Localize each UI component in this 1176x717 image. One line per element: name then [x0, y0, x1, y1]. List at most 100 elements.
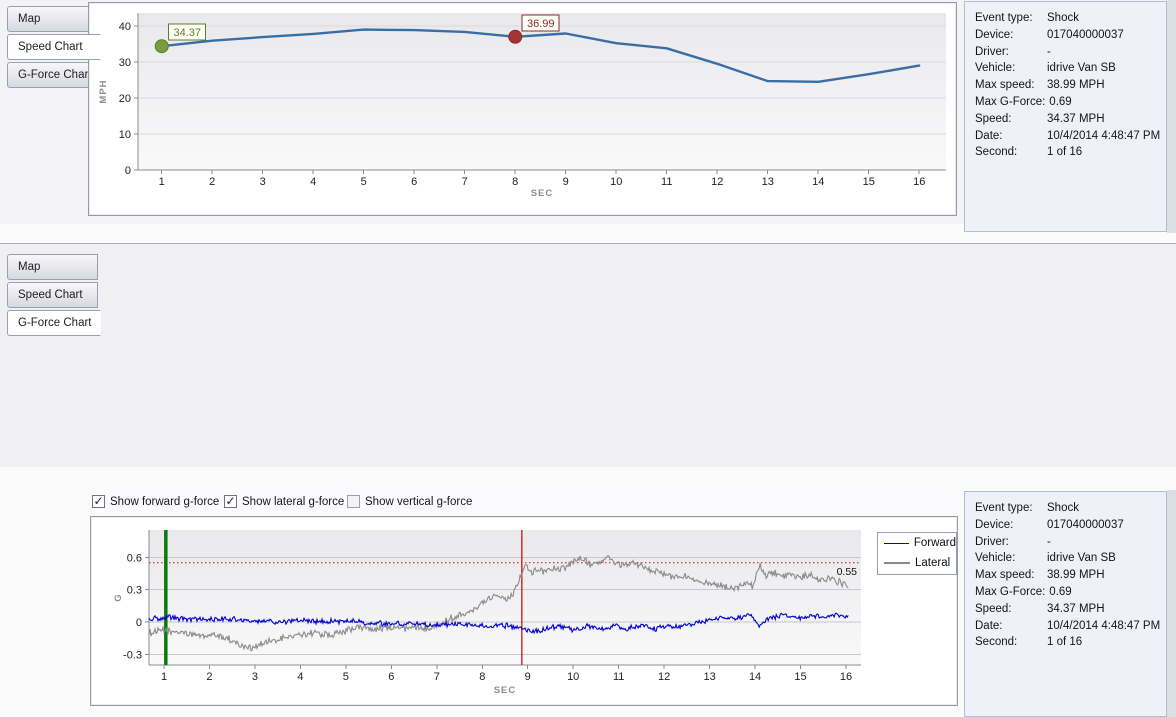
detail-value: 10/4/2014 4:48:47 PM	[1047, 129, 1161, 142]
x-tick-label: 11	[661, 176, 672, 188]
x-tick-label: 12	[711, 176, 723, 188]
detail-value: Shock	[1047, 502, 1079, 514]
detail-row-driver: Driver: -	[975, 44, 1166, 61]
checkbox-show-vertical-g-force[interactable]: Show vertical g-force	[347, 495, 472, 508]
detail-value: -	[1047, 535, 1051, 548]
detail-value: idrive Van SB	[1047, 552, 1116, 565]
x-axis-title: SEC	[531, 188, 554, 199]
panel-edge	[1167, 490, 1176, 717]
y-tick-label: 0	[125, 165, 131, 177]
detail-value: -	[1047, 45, 1051, 58]
detail-value: 10/4/2014 4:48:47 PM	[1047, 619, 1161, 632]
detail-row-event-type: Event type: Shock	[975, 500, 1166, 517]
detail-label: Vehicle:	[975, 62, 1016, 75]
checkbox-show-forward-g-force[interactable]: ✓ Show forward g-force	[92, 495, 219, 508]
speed-line	[160, 28, 921, 84]
checkbox-show-lateral-g-force[interactable]: ✓ Show lateral g-force	[224, 495, 344, 508]
checkbox-label: Show vertical g-force	[365, 495, 473, 508]
gforce-panel: Map Speed Chart G-Force Chart ✓ Show forwar…	[0, 243, 1176, 717]
x-tick-label: 6	[388, 671, 394, 683]
tab-speed-chart[interactable]: Speed Chart	[7, 282, 98, 308]
detail-label: Date:	[975, 619, 1003, 632]
marker-dot-34.37[interactable]	[154, 39, 169, 54]
legend-line-swatch	[884, 542, 909, 544]
y-axis-title: MPH	[98, 79, 109, 103]
y-tick-label: -0.3	[123, 649, 142, 661]
x-tick-label: 5	[361, 176, 367, 188]
x-tick-label: 6	[411, 176, 417, 188]
event-details-panel: Event type: Shock Device: 017040000037 Drive…	[964, 1, 1167, 232]
x-tick-label: 12	[658, 671, 670, 683]
x-tick-label: 2	[209, 176, 215, 188]
legend-label: Forward	[913, 537, 956, 549]
detail-label: Max G-Force:	[975, 95, 1046, 108]
detail-value: idrive Van SB	[1047, 62, 1116, 75]
detail-row-speed: Speed: 34.37 MPH	[975, 111, 1166, 128]
y-axis-title: G	[113, 593, 124, 601]
y-tick-label: 0.6	[127, 552, 142, 564]
detail-label: Second:	[975, 146, 1018, 159]
y-tick-label: 0.3	[127, 585, 142, 597]
detail-row-speed: Speed: 34.37 MPH	[975, 601, 1166, 618]
checked-checkbox-icon[interactable]: ✓	[92, 494, 105, 508]
checked-checkbox-icon[interactable]: ✓	[224, 494, 237, 508]
legend-item-lateral: Lateral	[878, 553, 956, 573]
detail-value: 34.37 MPH	[1047, 112, 1105, 125]
threshold-label: 0.55	[837, 566, 858, 578]
detail-row-second: Second: 1 of 16	[975, 634, 1166, 651]
x-tick-label: 10	[610, 176, 622, 188]
marker-label-box	[168, 23, 207, 41]
marker-label: 34.37	[173, 27, 201, 39]
checkbox-label: Show lateral g-force	[242, 495, 345, 508]
detail-row-vehicle: Vehicle: idrive Van SB	[975, 60, 1166, 77]
x-tick-label: 16	[913, 176, 925, 188]
detail-value: 017040000037	[1047, 28, 1124, 41]
x-tick-label: 3	[260, 176, 266, 188]
x-tick-label: 14	[749, 671, 761, 683]
detail-label: Device:	[975, 28, 1014, 41]
x-tick-label: 8	[479, 671, 485, 683]
detail-row-max-speed: Max speed: 38.99 MPH	[975, 567, 1166, 584]
g-force-chart[interactable]: -0.300.30.61 2 3 4 5 6 7 8 9 10 11 12 13 14 15 16SECG0.…	[91, 517, 957, 705]
legend-line-swatch	[884, 562, 910, 564]
tab-speed-chart[interactable]: Speed Chart	[7, 34, 101, 60]
detail-label: Speed:	[975, 112, 1012, 125]
legend-item-forward: Forward	[878, 533, 956, 553]
panel-edge	[1167, 0, 1176, 233]
checkbox-label: Show forward g-force	[110, 495, 220, 508]
unchecked-checkbox-icon[interactable]	[347, 495, 360, 508]
tab-map[interactable]: Map	[7, 6, 98, 32]
gforce-chart-box: -0.3 0 0.3 0.6 1 2 3 4 5 6 7 8 9 10 11 12 13 14 15 16 SEC G 0.…	[90, 516, 958, 706]
y-tick-label: 10	[119, 129, 131, 141]
tab-map[interactable]: Map	[7, 254, 98, 280]
detail-label: Second:	[975, 636, 1018, 649]
detail-row-date: Date: 10/4/2014 4:48:47 PM	[975, 128, 1166, 145]
x-tick-label: 11	[613, 671, 624, 683]
x-axis-title: SEC	[494, 685, 517, 696]
x-tick-label: 9	[525, 671, 531, 683]
x-tick-label: 1	[161, 671, 167, 683]
detail-label: Max speed:	[975, 569, 1035, 582]
detail-row-max-speed: Max speed: 38.99 MPH	[975, 77, 1166, 94]
detail-value: Shock	[1047, 12, 1079, 24]
tab-g-force-chart[interactable]: G-Force Chart	[7, 310, 101, 336]
x-tick-label: 5	[343, 671, 349, 683]
x-tick-label: 1	[159, 176, 165, 188]
detail-row-date: Date: 10/4/2014 4:48:47 PM	[975, 618, 1166, 635]
marker-dot-36.99[interactable]	[508, 29, 523, 44]
detail-value: 0.69	[1049, 95, 1072, 108]
tab-g-force-chart[interactable]: G-Force Chart	[7, 62, 98, 88]
x-tick-label: 4	[310, 176, 316, 188]
x-tick-label: 2	[206, 671, 212, 683]
x-tick-label: 9	[563, 176, 569, 188]
detail-row-event-type: Event type: Shock	[975, 10, 1166, 27]
detail-value: 017040000037	[1047, 518, 1124, 531]
detail-label: Date:	[975, 129, 1003, 142]
detail-row-max-g-force: Max G-Force: 0.69	[975, 584, 1166, 601]
detail-value: 1 of 16	[1047, 636, 1083, 649]
detail-label: Event type:	[975, 12, 1033, 24]
plot-background	[138, 13, 946, 170]
x-tick-label: 7	[462, 176, 468, 188]
detail-value: 38.99 MPH	[1047, 569, 1105, 582]
